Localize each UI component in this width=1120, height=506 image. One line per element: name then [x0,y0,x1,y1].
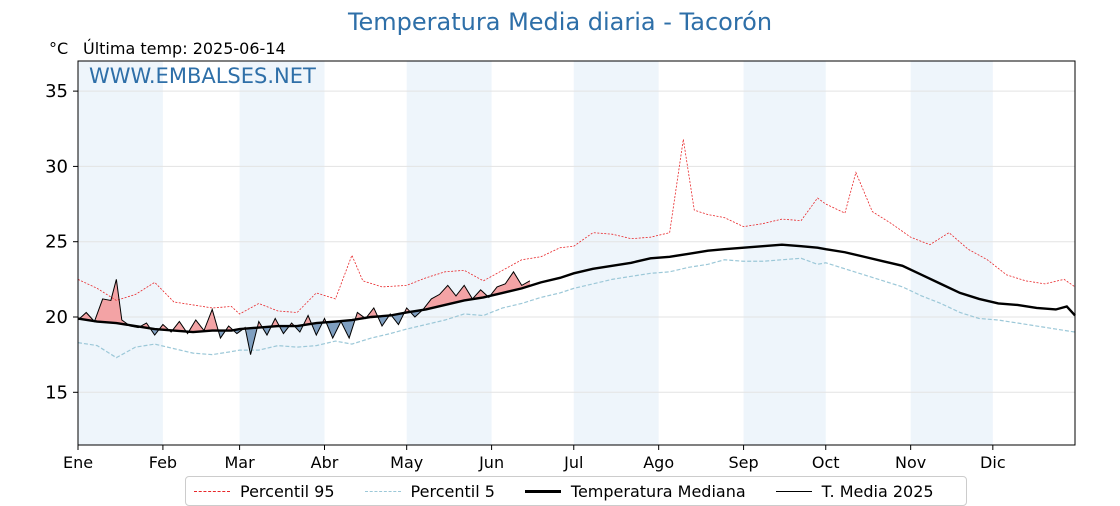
legend-swatch-p5 [365,491,401,492]
legend-swatch-current [776,491,812,492]
legend-swatch-p95 [194,491,230,492]
y-tick-label: 30 [45,156,68,177]
month-band [240,61,325,445]
above-median-fill [189,309,219,332]
y-tick-label: 20 [45,307,68,328]
x-tick-label: Abr [311,453,339,472]
month-band [78,61,163,445]
y-tick-label: 15 [45,382,68,403]
x-tick-label: Sep [729,453,759,472]
x-tick-label: May [390,453,423,472]
month-band [574,61,659,445]
legend-label-p5: Percentil 5 [411,482,495,501]
month-band [911,61,993,445]
watermark: WWW.EMBALSES.NET [89,64,316,88]
x-tick-label: Jul [563,453,583,472]
legend-swatch-median [525,490,561,493]
month-band [407,61,492,445]
month-band [744,61,826,445]
x-tick-label: Dic [980,453,1006,472]
x-tick-label: Mar [225,453,256,472]
legend-item-median: Temperatura Mediana [525,482,746,501]
chart-legend: Percentil 95 Percentil 5 Temperatura Med… [185,476,967,506]
x-tick-label: Feb [149,453,177,472]
legend-label-current: T. Media 2025 [822,482,934,501]
x-tick-label: Ene [63,453,93,472]
x-tick-label: Jun [478,453,504,472]
legend-item-current: T. Media 2025 [776,482,934,501]
x-tick-label: Oct [812,453,840,472]
x-tick-label: Ago [643,453,674,472]
legend-label-median: Temperatura Mediana [571,482,746,501]
legend-item-p95: Percentil 95 [194,482,335,501]
legend-label-p95: Percentil 95 [240,482,335,501]
y-tick-label: 25 [45,232,68,253]
x-tick-label: Nov [895,453,926,472]
y-tick-label: 35 [45,81,68,102]
legend-item-p5: Percentil 5 [365,482,495,501]
